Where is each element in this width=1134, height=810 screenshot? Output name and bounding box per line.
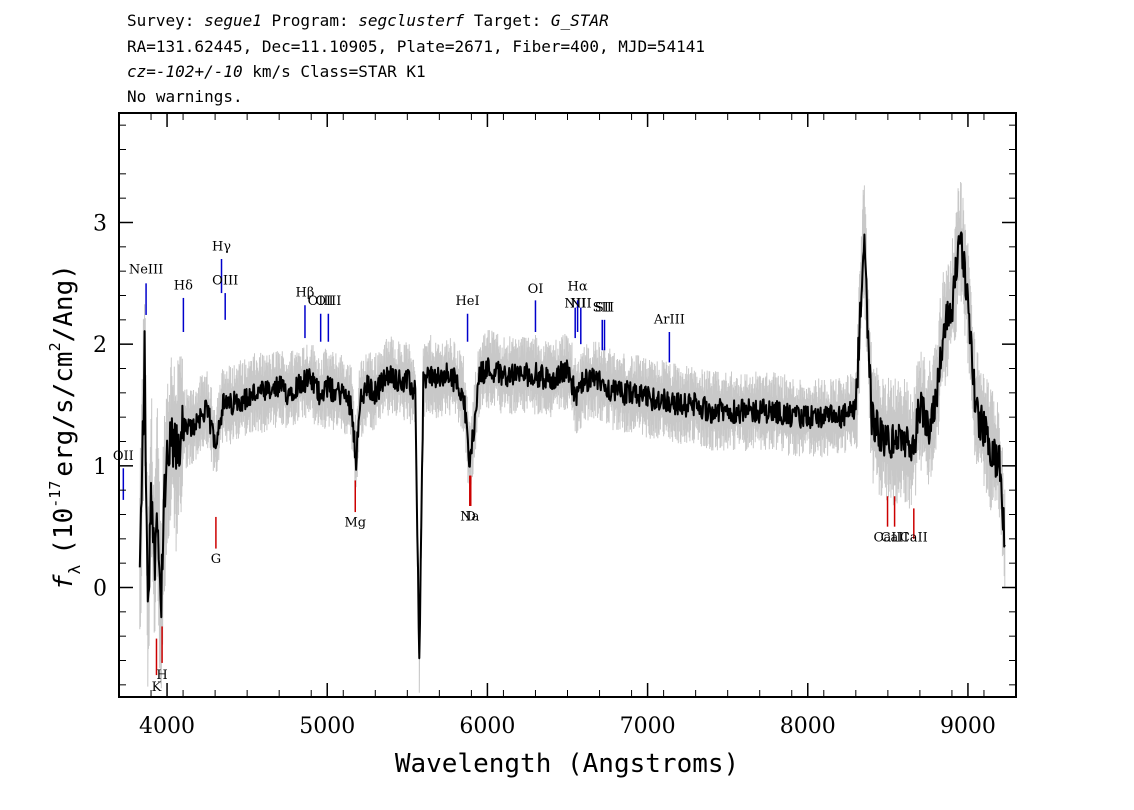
y-axis-main: (10 (49, 508, 79, 555)
cz-label: cz= (127, 62, 156, 81)
line-marker-label: SII (593, 300, 612, 315)
y-axis-title: fλ (10-17 erg/s/cm2/Ang) (46, 264, 84, 590)
x-tick-label: 8000 (780, 714, 836, 739)
y-tick-label: 3 (93, 212, 107, 237)
header-line-1: Survey: segue1 Program: segclusterf Targ… (127, 10, 609, 32)
target-value: G_STAR (550, 11, 609, 30)
target-label: Target: (473, 11, 542, 30)
program-value: segclusterf (358, 11, 465, 30)
line-marker-label: SII (595, 300, 614, 315)
cz-rest: km/s Class=STAR K1 (252, 62, 426, 81)
survey-value: segue1 (204, 11, 262, 30)
line-marker-label: OI (528, 282, 544, 297)
line-marker-label: NeIII (129, 263, 163, 278)
line-marker-label: D (466, 510, 476, 525)
x-tick-label: 9000 (940, 714, 996, 739)
line-marker-label: CaII (900, 530, 928, 545)
y-tick-label: 0 (93, 577, 107, 602)
header-line-2: RA=131.62445, Dec=11.10905, Plate=2671, … (127, 37, 705, 56)
y-axis-units: erg/s/cm (49, 351, 79, 476)
line-marker-label: K (152, 680, 162, 695)
line-marker-label: OIII (308, 294, 334, 309)
line-marker-label: CaII (881, 530, 909, 545)
line-marker-label: HeI (455, 294, 479, 309)
line-marker-label: H (156, 668, 167, 683)
line-marker-label: OII (113, 449, 134, 464)
y-axis-prefix: f (49, 574, 79, 590)
cz-value: -102+/-10 (155, 62, 243, 81)
line-marker-label: Hα (568, 280, 588, 295)
survey-label: Survey: (127, 11, 195, 30)
program-label: Program: (271, 11, 349, 30)
line-marker-label: OIII (212, 274, 238, 289)
y-axis-exp2: 2 (46, 342, 64, 351)
x-axis-title: Wavelength (Angstroms) (395, 749, 739, 779)
header-line-3: cz=-102+/-10 km/s Class=STAR K1 (127, 61, 426, 83)
line-marker-label: Hγ (212, 239, 231, 254)
line-marker-label: Hδ (174, 278, 193, 293)
x-tick-label: 5000 (299, 714, 355, 739)
header-line-4: No warnings. (127, 87, 243, 106)
line-marker-label: Na (460, 510, 479, 525)
line-marker-label: CaII (874, 530, 902, 545)
y-axis-sub: λ (65, 564, 84, 574)
line-marker-label: NII (570, 297, 592, 312)
x-tick-label: 4000 (139, 714, 195, 739)
y-axis-end: /Ang) (49, 264, 79, 342)
x-tick-label: 7000 (620, 714, 676, 739)
line-marker-label: Hβ (296, 286, 315, 301)
flux-line (138, 231, 1006, 660)
line-marker-label: G (211, 552, 221, 567)
x-tick-label: 6000 (459, 714, 515, 739)
line-marker-label: Mg (344, 516, 366, 531)
line-marker-label: ArIII (653, 312, 685, 327)
y-axis-exp: -17 (46, 481, 64, 508)
y-tick-label: 1 (93, 455, 107, 480)
line-marker-label: OIII (315, 294, 341, 309)
y-tick-label: 2 (93, 333, 107, 358)
